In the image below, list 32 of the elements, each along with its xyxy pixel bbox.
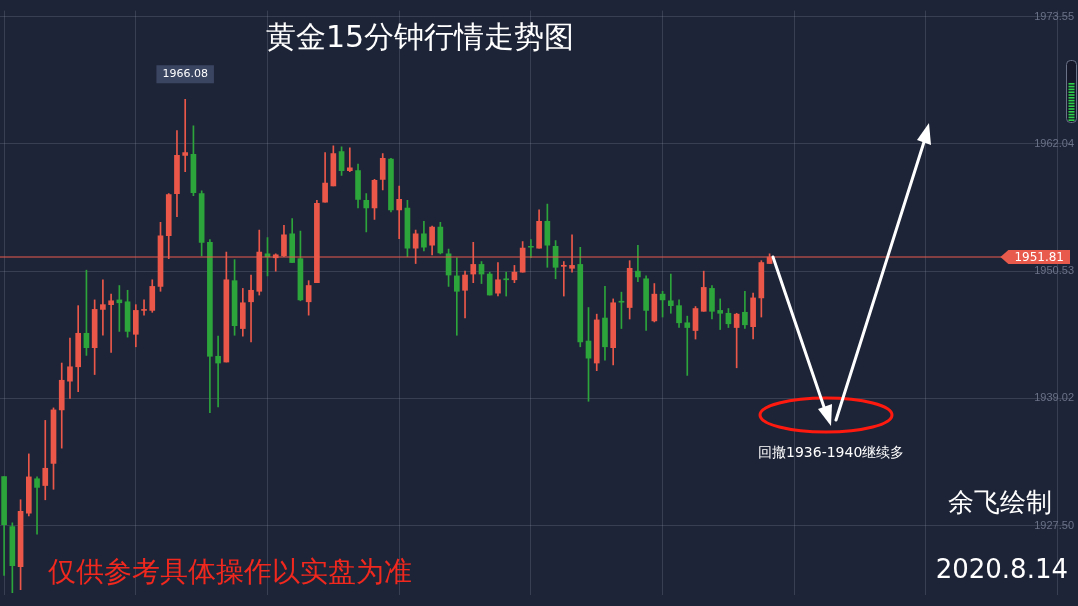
candlestick: [684, 315, 691, 376]
y-tick-label: 1939.02: [1034, 391, 1074, 404]
candlestick: [453, 257, 460, 336]
candlestick: [717, 298, 724, 330]
candlestick: [34, 476, 40, 535]
candlestick: [363, 193, 370, 233]
candlestick: [560, 261, 567, 297]
candlestick: [182, 98, 189, 172]
annotation: 回撤1936-1940继续多: [758, 444, 905, 461]
chart-title: 黄金15分钟行情走势图: [264, 19, 576, 55]
candlestick: [67, 337, 73, 399]
candlestick: [635, 244, 641, 282]
y-tick-label: 1973.55: [1034, 9, 1074, 22]
candlestick: [396, 185, 403, 239]
candlestick: [108, 293, 114, 353]
y-tick-label: 1950.53: [1034, 264, 1074, 277]
y-tick-label: 1962.04: [1034, 136, 1074, 149]
candlestick: [528, 239, 534, 259]
y-tick-label: 1927.50: [1034, 518, 1074, 531]
ref-line-label: 1951.81: [1014, 250, 1064, 265]
annotation: 1966.08: [162, 67, 208, 81]
candlestick: [141, 299, 147, 316]
annotation: 2020.8.14: [935, 554, 1068, 585]
candlestick: [100, 279, 106, 336]
candlestick: [346, 147, 353, 172]
candlestick: [503, 271, 510, 297]
candlestick: [667, 273, 674, 314]
candlestick: [248, 274, 254, 343]
annotation: 仅供参考具体操作以实盘为准: [48, 555, 412, 589]
candlestick: [215, 335, 221, 408]
candlestick: [42, 420, 49, 501]
annotation: 余飞绘制: [948, 487, 1052, 518]
